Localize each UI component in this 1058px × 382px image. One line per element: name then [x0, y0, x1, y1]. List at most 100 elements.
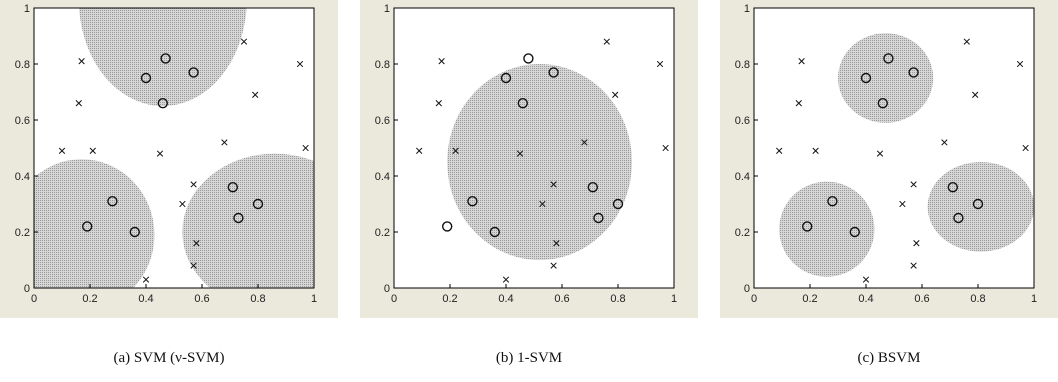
decision-region: [779, 181, 875, 277]
circle-point: [953, 212, 964, 224]
y-tick-label: 0.6: [375, 115, 390, 127]
cross-point: [776, 147, 783, 154]
decision-region: [927, 162, 1034, 252]
circle-point: [587, 181, 599, 193]
circle-point: [467, 195, 478, 207]
circle-point: [947, 181, 959, 193]
cross-point: [179, 200, 186, 208]
y-tick-label: 0.8: [15, 59, 30, 71]
cross-point: [240, 38, 248, 45]
cross-point: [452, 147, 459, 154]
decision-regions: [779, 33, 1034, 277]
cross-point: [302, 144, 309, 152]
y-tick-label: 0: [384, 283, 390, 295]
y-tick-label: 0.2: [375, 227, 390, 239]
cross-point: [416, 147, 423, 154]
circle-point: [500, 72, 512, 84]
circle-point: [860, 72, 872, 84]
x-tick-label: 0.8: [610, 293, 625, 305]
circle-point: [548, 67, 559, 78]
x-tick-label: 0.4: [498, 293, 513, 305]
x-tick-label: 1: [311, 293, 317, 305]
x-tick-label: 0.8: [250, 293, 265, 305]
decision-regions: [447, 64, 632, 260]
x-tick-label: 0.2: [442, 293, 457, 305]
decision-regions: [34, 8, 314, 288]
circle-point: [157, 97, 169, 109]
circle-point: [160, 53, 171, 64]
cross-point: [190, 181, 197, 188]
chart-caption-b: (b) 1-SVM: [495, 350, 563, 366]
cross-point: [603, 38, 610, 45]
x-tick-label: 0.6: [914, 293, 929, 305]
chart-panel-a: 0 0.2 0.4 0.6 0.8 1 0 0.2 0.4 0.6 0.8 1 (a) SVM (ν-…: [0, 0, 338, 382]
y-tick-label: 1: [24, 3, 30, 15]
x-tick-label: 0: [31, 293, 37, 305]
x-tick-label: 0.4: [138, 293, 153, 305]
x-tick-label: 0.4: [858, 293, 873, 305]
circle-point: [129, 226, 141, 238]
decision-region: [79, 8, 247, 106]
cross-point: [798, 58, 805, 65]
axes-box: [33, 7, 315, 289]
decision-region: [838, 33, 934, 123]
circle-point: [227, 181, 239, 193]
x-tick-label: 0.2: [82, 293, 97, 305]
scatter-plot-c: 0 0.2 0.4 0.6 0.8 1 0 0.2 0.4 0.6 0.8 1: [720, 0, 1058, 318]
x-tick-label: 0: [391, 293, 397, 305]
y-tick-label: 0.6: [735, 115, 750, 127]
cross-point: [78, 58, 85, 65]
x-tick-label: 0.8: [970, 293, 985, 305]
scatter-plot-a: 0 0.2 0.4 0.6 0.8 1 0 0.2 0.4 0.6 0.8 1: [0, 0, 338, 318]
circle-point: [188, 67, 199, 78]
circle-point: [233, 212, 244, 224]
cross-point: [913, 240, 920, 247]
cross-point: [190, 262, 197, 269]
circle-point: [489, 226, 501, 238]
cross-point: [58, 147, 66, 154]
y-tick-label: 1: [744, 3, 750, 15]
circle-point: [612, 198, 624, 210]
circle-point: [517, 97, 529, 109]
circle-point: [252, 198, 264, 210]
cross-point: [795, 100, 802, 107]
cross-point: [75, 100, 82, 107]
y-tick-label: 0.4: [375, 171, 390, 183]
cross-point: [972, 91, 979, 98]
chart-caption-c: (c) BSVM: [857, 350, 921, 366]
x-tick-label: 1: [1031, 293, 1037, 305]
cross-point: [1016, 60, 1024, 68]
cross-point: [553, 240, 560, 247]
circle-point: [593, 212, 604, 224]
y-tick-label: 0.6: [15, 115, 30, 127]
cross-point: [941, 139, 948, 146]
y-tick-label: 0.8: [375, 59, 390, 71]
x-tick-label: 0.6: [554, 293, 569, 305]
x-tick-label: 0.6: [194, 293, 209, 305]
x-tick-label: 1: [671, 293, 677, 305]
cross-point: [963, 38, 970, 45]
y-tick-label: 1: [384, 3, 390, 15]
cross-point: [221, 139, 228, 146]
cross-point: [550, 262, 557, 269]
cross-point: [156, 150, 164, 157]
cross-point: [539, 200, 546, 208]
cross-point: [862, 276, 870, 283]
axes-box: [393, 7, 675, 289]
cross-point: [502, 276, 510, 283]
cross-point: [612, 91, 619, 98]
cross-point: [910, 181, 917, 188]
y-tick-label: 0.8: [735, 59, 750, 71]
y-tick-label: 0.4: [15, 171, 30, 183]
cross-point: [662, 144, 669, 152]
cross-point: [1022, 144, 1029, 152]
circle-point: [849, 226, 861, 238]
x-tick-label: 0.2: [802, 293, 817, 305]
cross-point: [89, 147, 96, 154]
y-tick-label: 0.4: [735, 171, 750, 183]
circle-point: [827, 195, 838, 207]
cross-point: [656, 60, 664, 68]
circle-point: [441, 221, 453, 232]
cross-point: [438, 58, 445, 65]
circle-point: [908, 67, 919, 78]
